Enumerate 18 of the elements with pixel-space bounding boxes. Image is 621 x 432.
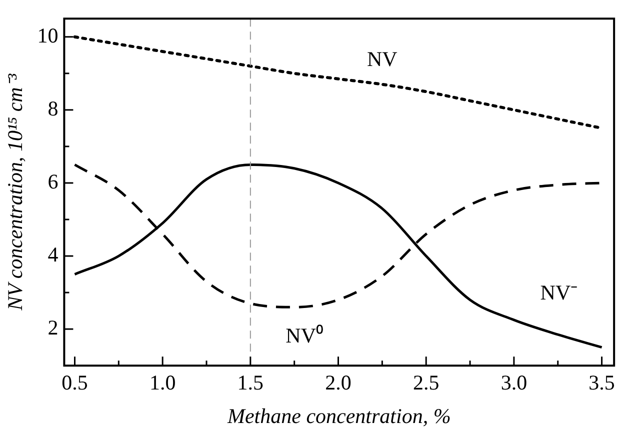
x-tick-label: 0.5 — [62, 370, 88, 395]
y-axis-title: NV concentration, 10¹⁵ cm⁻³ — [3, 73, 28, 312]
line-series — [73, 163, 604, 349]
x-axis-title: Methane concentration, % — [226, 404, 451, 428]
x-tick-label: 3.0 — [500, 370, 528, 395]
y-tick-label: 2 — [48, 316, 58, 340]
y-tick-label: 4 — [48, 242, 59, 267]
x-tick-label: 1.5 — [237, 370, 264, 395]
x-tick-label: 3.5 — [588, 370, 615, 395]
x-tick-label: 1.0 — [149, 370, 176, 395]
series-label: NV⁰ — [286, 324, 324, 348]
y-tick-label: 10 — [37, 23, 58, 48]
series-label: NV⁻ — [540, 280, 578, 304]
x-tick-label: 2.5 — [412, 370, 440, 395]
x-tick-label: 2.0 — [325, 370, 352, 395]
y-tick-label: 8 — [48, 96, 58, 120]
series-label: NV — [367, 46, 398, 71]
y-tick-label: 6 — [48, 169, 58, 194]
